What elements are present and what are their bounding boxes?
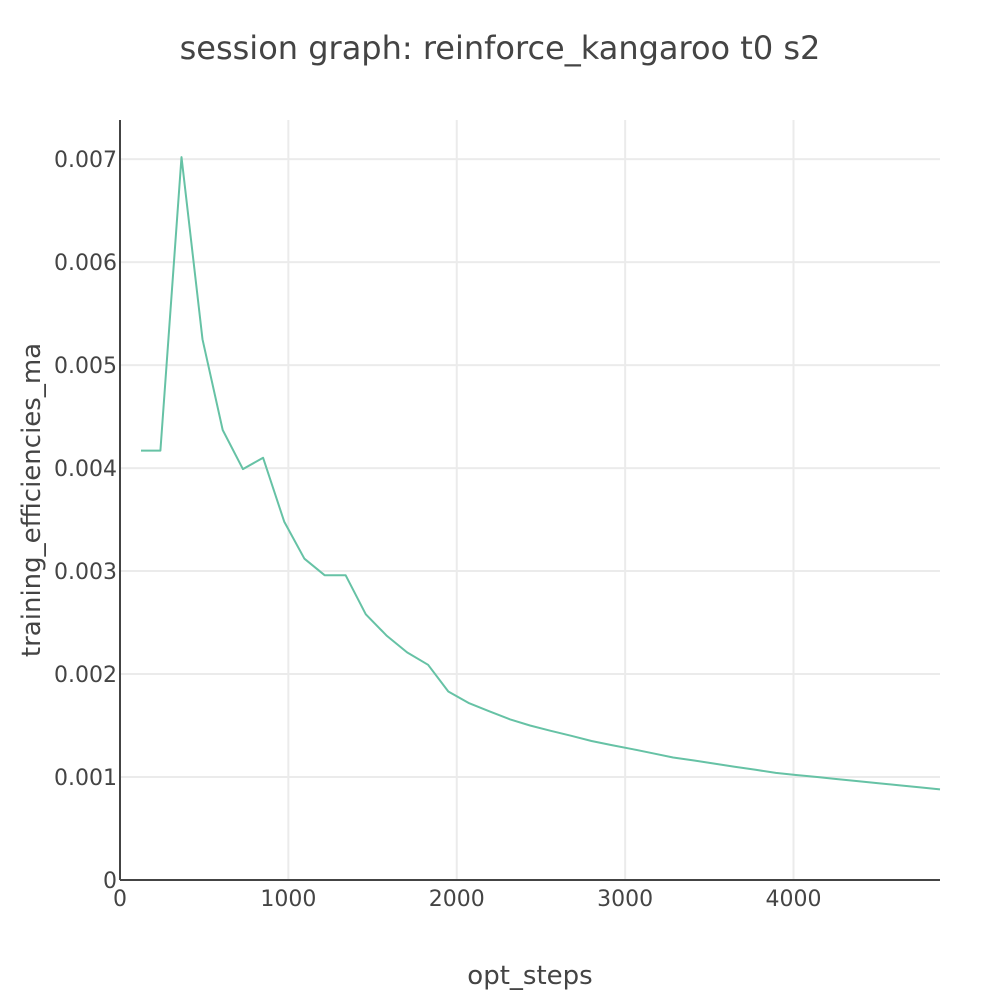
x-tick-label: 4000 [766,887,822,912]
y-axis-label: training_efficiencies_ma [17,343,47,657]
x-tick-label: 2000 [429,887,485,912]
y-tick-label: 0.003 [54,560,117,585]
y-tick-labels: 0 0.001 0.002 0.003 0.004 0.005 0.006 0.007 [54,148,117,894]
y-tick-label: 0.007 [54,148,117,173]
y-tick-label: 0.004 [54,457,117,482]
x-tick-label: 0 [113,887,127,912]
series-line-0 [141,156,941,791]
y-tick-label: 0.005 [54,354,117,379]
chart-title: session graph: reinforce_kangaroo t0 s2 [180,29,821,67]
x-tick-label: 3000 [597,887,653,912]
y-tick-label: 0.006 [54,251,117,276]
y-tick-label: 0.002 [54,663,117,688]
y-tick-label: 0.001 [54,766,117,791]
x-tick-labels: 0 1000 2000 3000 4000 [113,887,822,912]
x-tick-label: 1000 [260,887,316,912]
x-axis-label: opt_steps [467,961,592,991]
grid-lines [120,120,940,880]
y-tick-label: 0 [103,869,117,894]
series-layer [141,156,941,791]
